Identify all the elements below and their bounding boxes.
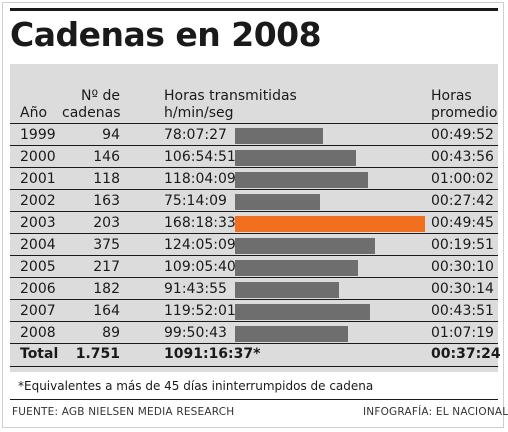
average-cell: 00:43:51	[431, 303, 494, 319]
bar-2006	[235, 282, 339, 298]
channels-cell: 89	[102, 325, 120, 341]
header-average-line2: promedio	[431, 105, 498, 121]
header-channels-line2: cadenas	[62, 105, 121, 121]
total-label: Total	[20, 346, 59, 362]
bar-2002	[235, 194, 320, 210]
frame	[2, 2, 504, 428]
hours-cell: 109:05:40	[164, 259, 236, 275]
year-cell: 2001	[20, 171, 56, 187]
average-cell: 00:49:45	[431, 215, 494, 231]
table-row: 2008 89 99:50:43 01:07:19	[10, 322, 498, 345]
row-separator	[10, 189, 498, 190]
year-cell: 2007	[20, 303, 56, 319]
hours-cell: 124:05:09	[164, 237, 236, 253]
average-cell: 00:27:42	[431, 193, 494, 209]
header-hours-line2: h/min/seg	[164, 105, 234, 121]
row-separator	[10, 123, 498, 124]
bottom-rule	[10, 399, 498, 400]
header-average-line1: Horas	[431, 88, 472, 104]
average-cell: 00:43:56	[431, 149, 494, 165]
credit-note: INFOGRAFÍA: EL NACIONAL	[363, 406, 508, 418]
total-channels: 1.751	[75, 346, 120, 362]
hours-cell: 168:18:33	[164, 215, 236, 231]
table-row: 2002 163 75:14:09 00:27:42	[10, 190, 498, 213]
table-row: 1999 94 78:07:27 00:49:52	[10, 124, 498, 147]
row-separator	[10, 255, 498, 256]
channels-cell: 375	[93, 237, 120, 253]
total-average: 00:37:24	[431, 346, 501, 362]
year-cell: 1999	[20, 127, 56, 143]
total-row: Total 1.751 1091:16:37* 00:37:24	[10, 343, 501, 366]
bar-2004	[235, 238, 375, 254]
total-hours: 1091:16:37*	[164, 346, 261, 362]
table-row: 2007 164 119:52:01 00:43:51	[10, 300, 498, 323]
year-cell: 2003	[20, 215, 56, 231]
year-cell: 2000	[20, 149, 56, 165]
average-cell: 00:30:10	[431, 259, 494, 275]
bar-2001	[235, 172, 368, 188]
hours-cell: 75:14:09	[164, 193, 227, 209]
table-row: 2006 182 91:43:55 00:30:14	[10, 278, 498, 301]
source-note: FUENTE: AGB NIELSEN MEDIA RESEARCH	[12, 406, 235, 418]
average-cell: 00:19:51	[431, 237, 494, 253]
bar-2007	[235, 304, 370, 320]
hours-cell: 91:43:55	[164, 281, 227, 297]
average-cell: 00:30:14	[431, 281, 494, 297]
bar-2000	[235, 150, 356, 166]
hours-cell: 118:04:09	[164, 171, 236, 187]
row-separator	[10, 233, 498, 234]
total-separator	[10, 343, 498, 344]
row-separator	[10, 145, 498, 146]
channels-cell: 203	[93, 215, 120, 231]
hours-cell: 78:07:27	[164, 127, 227, 143]
bar-2003	[235, 216, 425, 232]
average-cell: 01:07:19	[431, 325, 494, 341]
channels-cell: 182	[93, 281, 120, 297]
hours-cell: 106:54:51	[164, 149, 236, 165]
year-cell: 2008	[20, 325, 56, 341]
table-row: 2004 375 124:05:09 00:19:51	[10, 234, 498, 257]
top-rule	[10, 8, 498, 11]
average-cell: 00:49:52	[431, 127, 494, 143]
hours-cell: 119:52:01	[164, 303, 236, 319]
channels-cell: 217	[93, 259, 120, 275]
table-row: 2003 203 168:18:33 00:49:45	[10, 212, 498, 235]
year-cell: 2006	[20, 281, 56, 297]
header-channels-line1: Nº de	[80, 88, 120, 104]
bar-2008	[235, 326, 348, 342]
channels-cell: 164	[93, 303, 120, 319]
table-bottom-rule	[10, 366, 498, 367]
header-hours-line1: Horas transmitidas	[164, 88, 297, 104]
row-separator	[10, 277, 498, 278]
table-row: 2005 217 109:05:40 00:30:10	[10, 256, 498, 279]
row-separator	[10, 321, 498, 322]
header-year: Año	[20, 105, 48, 121]
bar-2005	[235, 260, 358, 276]
footnote: *Equivalentes a más de 45 días ininterru…	[18, 379, 374, 393]
channels-cell: 118	[93, 171, 120, 187]
row-separator	[10, 211, 498, 212]
channels-cell: 94	[102, 127, 120, 143]
bar-1999	[235, 128, 323, 144]
channels-cell: 146	[93, 149, 120, 165]
row-separator	[10, 167, 498, 168]
year-cell: 2005	[20, 259, 56, 275]
table-row: 2000 146 106:54:51 00:43:56	[10, 146, 498, 169]
average-cell: 01:00:02	[431, 171, 494, 187]
channels-cell: 163	[93, 193, 120, 209]
chart-title: Cadenas en 2008	[10, 15, 322, 54]
year-cell: 2004	[20, 237, 56, 253]
year-cell: 2002	[20, 193, 56, 209]
row-separator	[10, 299, 498, 300]
table-row: 2001 118 118:04:09 01:00:02	[10, 168, 498, 191]
hours-cell: 99:50:43	[164, 325, 227, 341]
